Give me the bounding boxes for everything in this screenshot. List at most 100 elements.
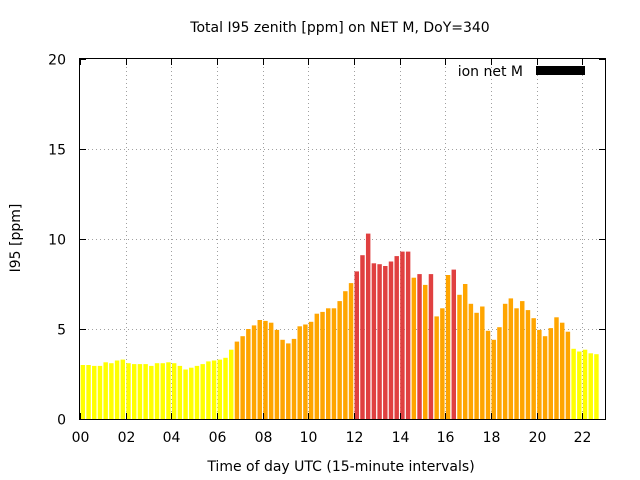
y-tick-label: 0 bbox=[57, 413, 66, 429]
bar bbox=[377, 264, 382, 419]
legend-swatch bbox=[536, 66, 585, 75]
bar bbox=[331, 308, 337, 419]
y-axis-label: I95 [ppm] bbox=[8, 204, 24, 273]
bar bbox=[86, 365, 91, 419]
bar bbox=[571, 348, 576, 419]
y-tick-label: 15 bbox=[48, 143, 66, 159]
chart-title: Total I95 zenith [ppm] on NET M, DoY=340 bbox=[189, 20, 489, 36]
x-tick-label: 08 bbox=[255, 430, 273, 446]
bar bbox=[257, 320, 262, 419]
bar bbox=[423, 284, 428, 419]
bar bbox=[211, 360, 217, 419]
bar bbox=[548, 328, 554, 419]
bar bbox=[160, 363, 165, 419]
bar bbox=[246, 329, 251, 419]
bar bbox=[291, 338, 297, 419]
bar bbox=[348, 283, 354, 419]
plot-border bbox=[79, 58, 606, 420]
bar bbox=[280, 339, 285, 419]
bar bbox=[559, 322, 565, 419]
bar bbox=[228, 349, 234, 419]
x-axis-label: Time of day UTC (15-minute intervals) bbox=[206, 459, 474, 475]
bar bbox=[314, 313, 320, 419]
bar bbox=[537, 329, 542, 419]
legend-label: ion net M bbox=[458, 64, 523, 80]
bar bbox=[365, 233, 371, 419]
bar bbox=[240, 336, 245, 419]
bar bbox=[462, 284, 468, 419]
bar bbox=[388, 261, 394, 419]
bar bbox=[286, 343, 291, 419]
x-tick-label: 04 bbox=[163, 430, 181, 446]
x-tick-label: 10 bbox=[300, 430, 318, 446]
bar bbox=[434, 316, 439, 419]
bar bbox=[120, 359, 126, 419]
bar bbox=[577, 351, 582, 419]
bar bbox=[440, 308, 445, 419]
bar bbox=[383, 266, 388, 419]
bar bbox=[594, 354, 599, 419]
bar bbox=[114, 360, 120, 419]
x-tick-label: 02 bbox=[118, 430, 136, 446]
bars bbox=[80, 233, 599, 419]
bar bbox=[126, 363, 131, 419]
bar bbox=[251, 325, 257, 419]
bar bbox=[451, 269, 457, 419]
y-tick-label: 20 bbox=[48, 53, 66, 69]
bar bbox=[194, 365, 200, 419]
legend: ion net M bbox=[458, 64, 585, 80]
x-tick-label: 18 bbox=[483, 430, 501, 446]
x-tick-label: 16 bbox=[437, 430, 455, 446]
bar bbox=[92, 365, 97, 419]
bar bbox=[343, 291, 348, 419]
bar bbox=[109, 363, 114, 419]
bar bbox=[468, 303, 474, 419]
bar bbox=[337, 301, 342, 419]
bar bbox=[97, 365, 103, 419]
bar bbox=[588, 353, 593, 419]
axis-ticks: 0 5 10 15 20 00 02 04 06 08 10 12 14 16 18 20 22 bbox=[48, 53, 605, 446]
bar bbox=[154, 363, 160, 419]
bar bbox=[297, 326, 302, 419]
bar bbox=[508, 298, 514, 419]
bar bbox=[491, 339, 496, 419]
bar bbox=[217, 359, 223, 419]
bar bbox=[268, 322, 274, 419]
bar bbox=[303, 324, 308, 419]
bar bbox=[360, 255, 365, 419]
bar bbox=[514, 308, 519, 419]
bar bbox=[371, 263, 377, 419]
bar bbox=[103, 362, 108, 419]
bar bbox=[80, 365, 86, 419]
bar bbox=[445, 275, 451, 419]
bar bbox=[200, 364, 205, 419]
bar bbox=[428, 274, 434, 419]
bar bbox=[531, 318, 536, 419]
bar bbox=[171, 363, 177, 419]
bar bbox=[497, 327, 502, 419]
bar bbox=[502, 303, 508, 419]
bar bbox=[326, 308, 331, 419]
bar bbox=[474, 312, 479, 419]
bar bbox=[189, 367, 194, 419]
bar bbox=[234, 341, 240, 419]
bar bbox=[354, 271, 359, 419]
x-tick-label: 00 bbox=[72, 430, 90, 446]
bar bbox=[417, 274, 422, 419]
bar bbox=[480, 306, 485, 419]
bar bbox=[520, 301, 525, 419]
bar bbox=[582, 349, 588, 419]
bar bbox=[405, 251, 411, 419]
bar bbox=[320, 311, 325, 419]
y-tick-label: 5 bbox=[57, 323, 66, 339]
bar bbox=[166, 362, 171, 419]
bar bbox=[131, 364, 137, 419]
bar bbox=[554, 317, 559, 419]
bar bbox=[137, 364, 143, 419]
bar bbox=[308, 321, 314, 419]
x-tick-label: 12 bbox=[346, 430, 364, 446]
bar bbox=[525, 310, 531, 419]
x-tick-label: 20 bbox=[529, 430, 547, 446]
bar bbox=[263, 320, 268, 419]
